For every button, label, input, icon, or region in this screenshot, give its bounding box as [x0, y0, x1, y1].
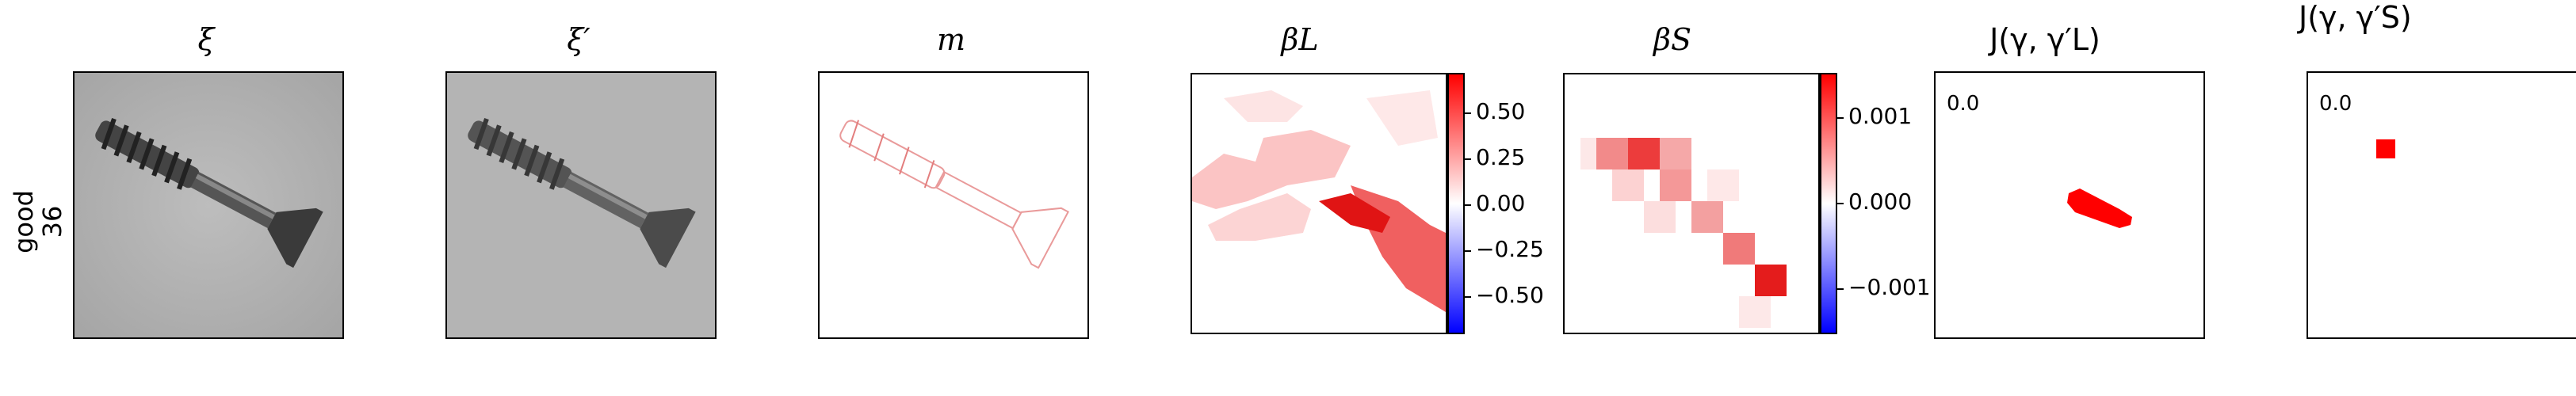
image-reconstruction: [445, 71, 717, 339]
colorbar-l: [1447, 73, 1465, 334]
image-original: [73, 71, 344, 339]
panel-title-j-l: J(γ, γ′L): [1989, 22, 2100, 57]
score-s: 0.0: [2319, 92, 2352, 116]
colorbar-l-tick-label: −0.50: [1476, 282, 1544, 308]
colorbar-l-tick-label: 0.25: [1476, 144, 1526, 170]
panel-title-m: m: [936, 22, 966, 57]
colorbar-s: [1820, 73, 1837, 334]
row-label: good 36: [6, 158, 70, 285]
score-l: 0.0: [1947, 92, 1980, 116]
colorbar-l-tick: [1463, 296, 1471, 298]
panel-title-beta-s: βS: [1653, 22, 1691, 57]
saliency-map-s: [1563, 73, 1820, 334]
colorbar-l-tick: [1463, 204, 1471, 206]
colorbar-s-tick: [1836, 288, 1844, 290]
colorbar-l-tick-label: −0.25: [1476, 236, 1544, 262]
panel-title-xi: ξ: [197, 22, 215, 57]
panel-title-beta-l: βL: [1281, 22, 1319, 57]
difference-map: [818, 71, 1089, 339]
panel-title-j-s: J(γ, γ′S): [2299, 0, 2412, 35]
row-label-class: good: [9, 190, 39, 253]
colorbar-l-tick-label: 0.50: [1476, 98, 1526, 124]
mask-region-s: [2376, 139, 2395, 158]
colorbar-l-tick: [1463, 158, 1471, 160]
colorbar-s-tick-label: 0.001: [1848, 103, 1913, 129]
colorbar-s-tick-label: 0.000: [1848, 188, 1913, 215]
segmentation-mask-l: 0.0: [1934, 71, 2205, 339]
colorbar-l-tick-label: 0.00: [1476, 190, 1526, 216]
saliency-map-l: [1191, 73, 1447, 334]
colorbar-l-tick: [1463, 112, 1471, 114]
colorbar-l-tick: [1463, 250, 1471, 252]
mask-region-l: [2067, 188, 2132, 228]
row-label-index: 36: [37, 205, 67, 238]
segmentation-mask-s: 0.0: [2307, 71, 2576, 339]
colorbar-s-tick: [1836, 117, 1844, 119]
colorbar-s-tick-label: −0.001: [1848, 274, 1931, 300]
colorbar-s-tick: [1836, 203, 1844, 204]
panel-title-xi-prime: ξ′: [567, 22, 590, 57]
